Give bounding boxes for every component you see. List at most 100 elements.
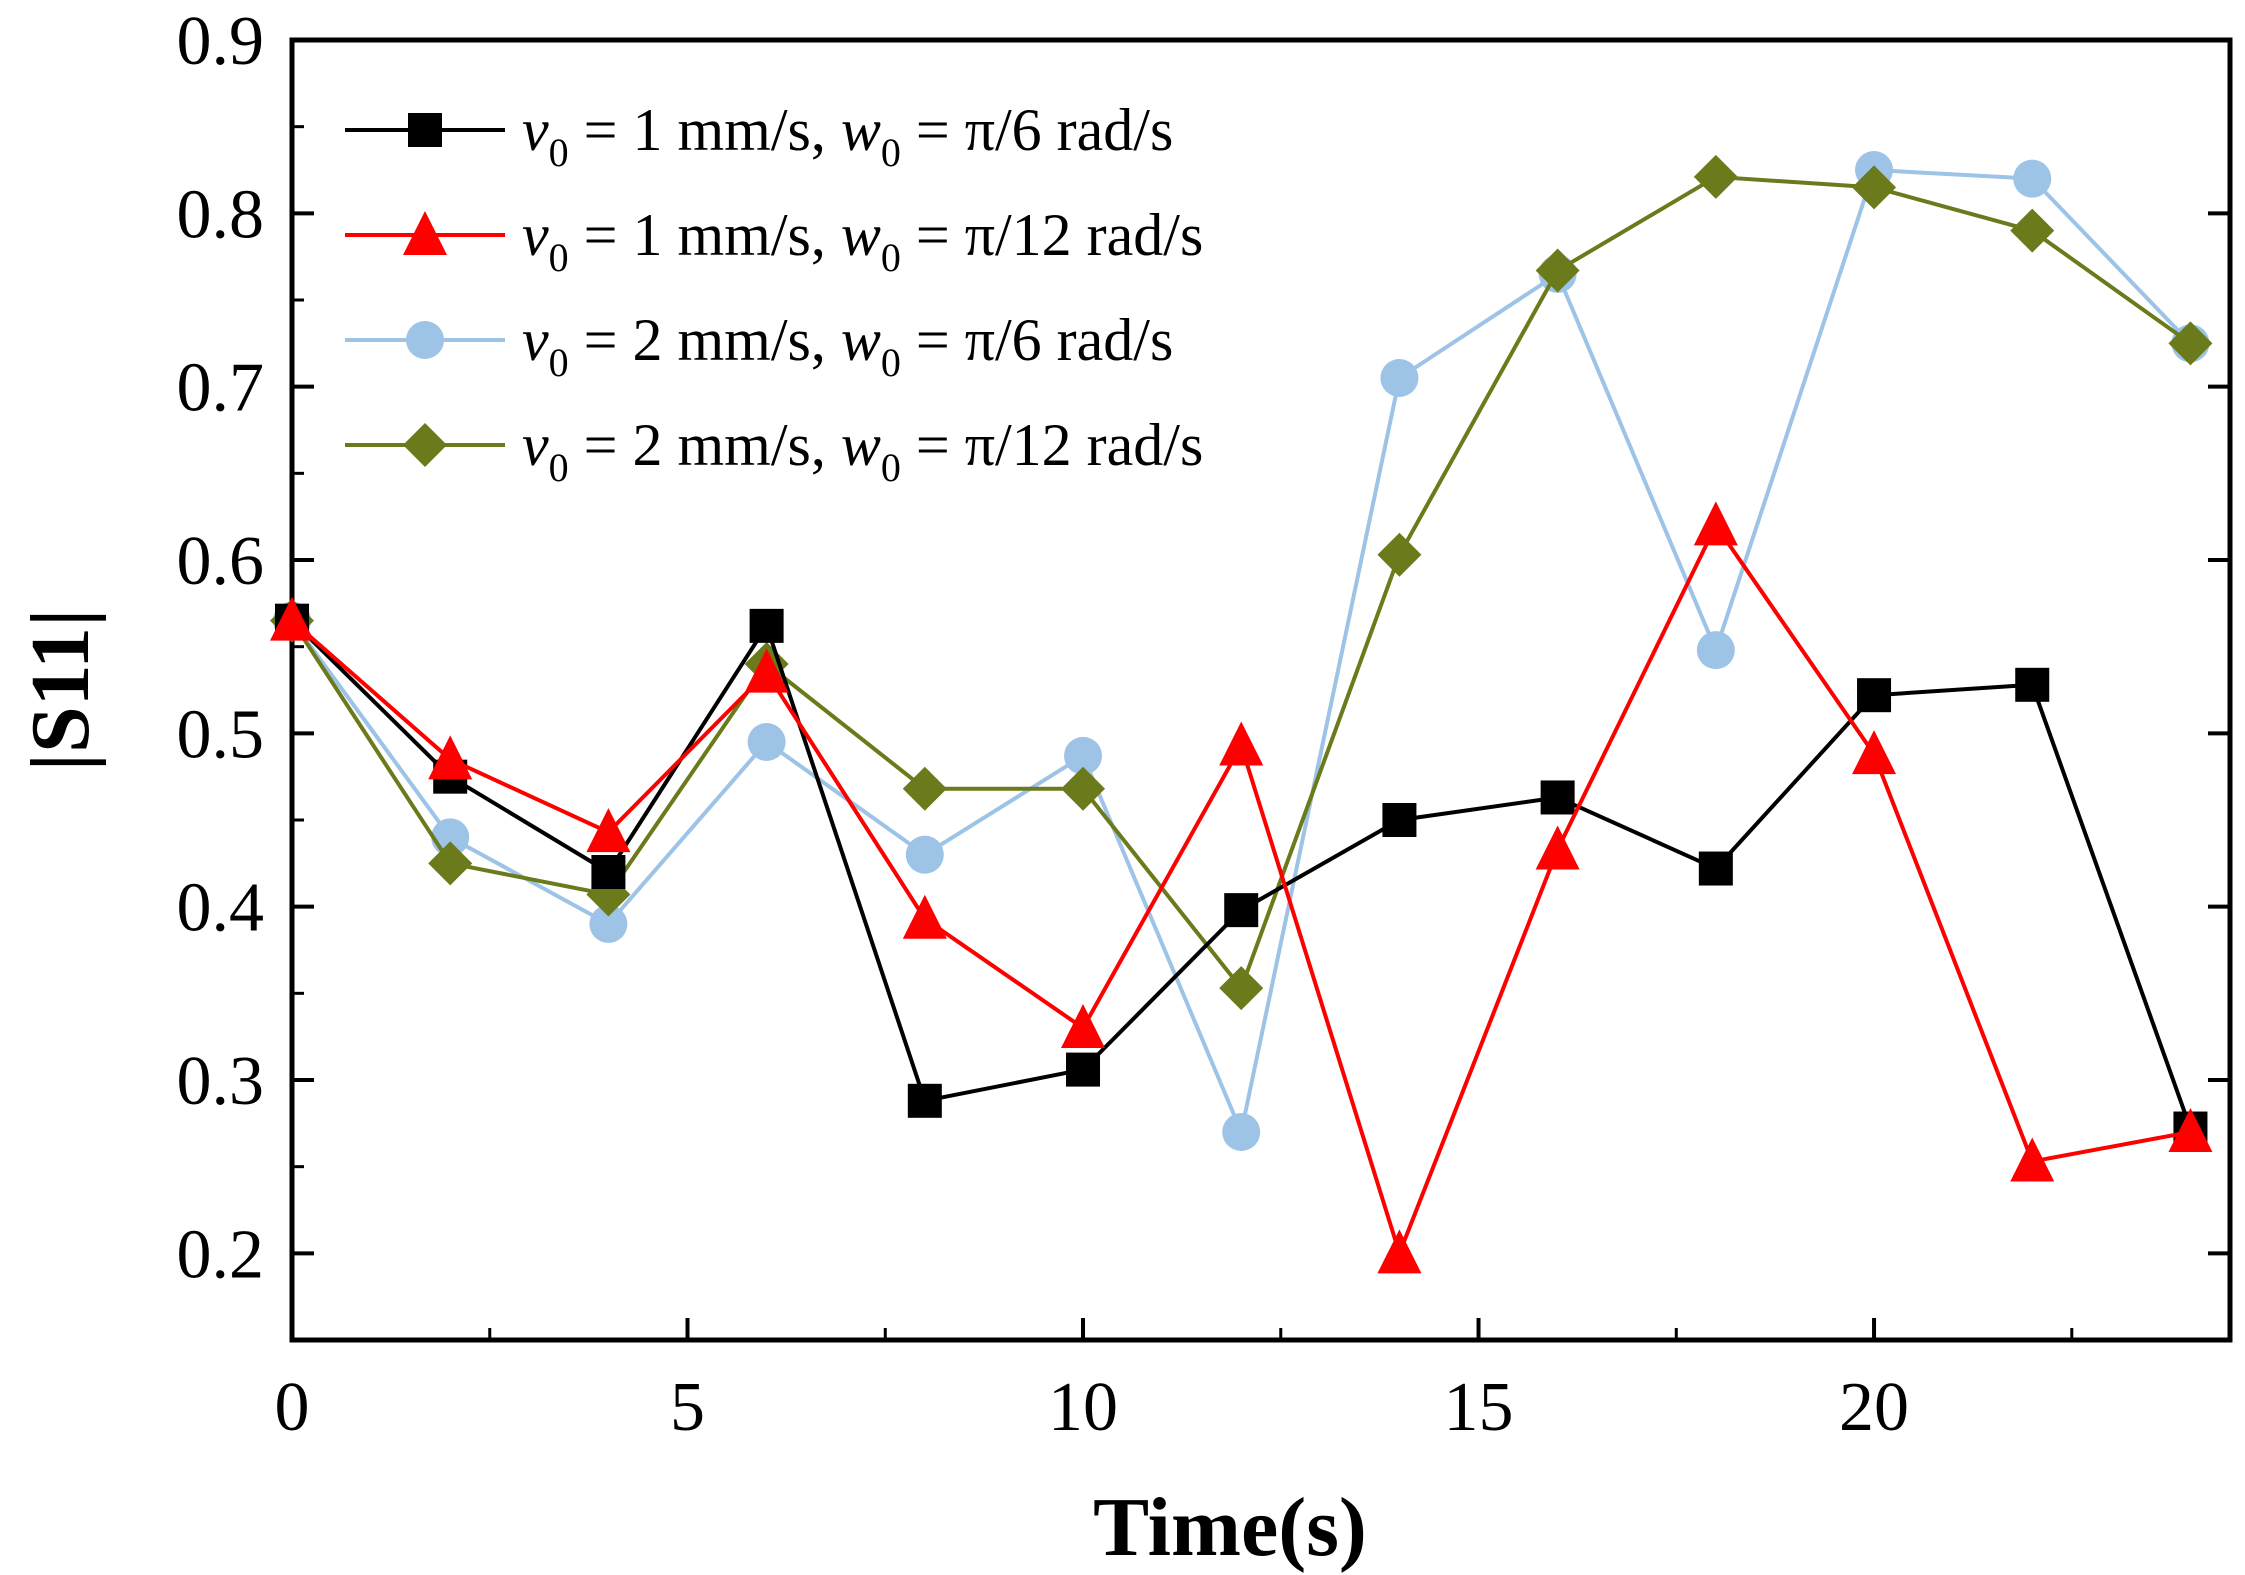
legend-label-part: w <box>841 202 881 268</box>
x-tick-label: 20 <box>1839 1369 1909 1446</box>
legend-label: v0 = 1 mm/s, w0 = π/6 rad/s <box>522 97 1173 175</box>
legend-label-part: = 1 mm/s, <box>569 202 841 268</box>
axis-ticks <box>290 38 2230 1340</box>
data-point <box>744 648 789 693</box>
legend-label-part: = 2 mm/s, <box>569 412 841 478</box>
series-line <box>290 174 2192 991</box>
legend-label-part: 0 <box>549 340 569 385</box>
data-point <box>2168 1108 2213 1152</box>
data-point <box>1693 501 1738 546</box>
data-point <box>1693 154 1738 199</box>
data-point <box>902 766 947 811</box>
data-point <box>270 596 314 641</box>
data-point <box>1224 893 1259 928</box>
legend-swatch-marker <box>408 113 442 147</box>
data-point <box>1064 736 1103 775</box>
data-point <box>907 1083 942 1118</box>
y-tick-label: 0.5 <box>177 696 265 773</box>
tick-labels: 0 5 10 15 20 0.2 0.3 0.4 0.5 0.6 0.7 0.8 0.9 <box>177 3 1910 1446</box>
y-tick-label: 0.9 <box>177 3 265 80</box>
data-point <box>1857 678 1892 713</box>
data-point <box>1219 721 1264 766</box>
legend-item-2: v0 = 1 mm/s, w0 = π/12 rad/s <box>345 202 1203 280</box>
data-point <box>591 855 626 889</box>
x-tick-label: 5 <box>670 1369 705 1446</box>
data-point <box>1382 803 1417 837</box>
y-tick-label: 0.6 <box>177 523 265 600</box>
data-point <box>905 835 944 874</box>
legend-label: v0 = 2 mm/s, w0 = π/6 rad/s <box>522 307 1173 385</box>
data-point <box>586 808 631 853</box>
series-2 <box>270 501 2213 1274</box>
series-layer <box>270 151 2213 1274</box>
data-point <box>1696 631 1735 670</box>
data-point <box>2013 159 2052 198</box>
x-tick-label: 15 <box>1444 1369 1514 1446</box>
data-point <box>1535 248 1580 293</box>
legend-label-part: v <box>522 412 549 478</box>
legend-label-part: v <box>522 202 549 268</box>
x-tick-label: 0 <box>275 1369 310 1446</box>
legend-label-part: = 1 mm/s, <box>569 97 841 163</box>
data-point <box>1061 766 1106 811</box>
y-tick-label: 0.8 <box>177 176 265 253</box>
y-axis-title: |S11| <box>14 608 107 771</box>
series-line <box>290 619 2193 1130</box>
legend-label-part: 0 <box>549 130 569 175</box>
data-point <box>1852 730 1897 775</box>
legend-swatch-marker <box>403 423 447 467</box>
data-point <box>1222 1113 1261 1151</box>
data-point <box>2015 667 2050 702</box>
legend-label-part: = π/12 rad/s <box>901 202 1203 268</box>
y-tick-label: 0.7 <box>177 350 265 427</box>
data-point <box>1540 780 1575 815</box>
data-point <box>747 723 786 761</box>
plot-frame <box>289 37 2233 1343</box>
y-tick-label: 0.4 <box>177 870 265 947</box>
data-point <box>2168 321 2213 366</box>
data-point <box>749 608 784 643</box>
data-point <box>1377 1229 1422 1274</box>
legend-label-part: = π/12 rad/s <box>901 412 1203 478</box>
legend-swatch-marker <box>406 321 444 359</box>
legend-item-3: v0 = 2 mm/s, w0 = π/6 rad/s <box>345 307 1173 385</box>
x-tick-label: 10 <box>1048 1369 1118 1446</box>
x-axis-title: Time(s) <box>1093 1481 1367 1574</box>
data-point <box>1061 1004 1106 1048</box>
legend: v0 = 1 mm/s, w0 = π/6 rad/sv0 = 1 mm/s, … <box>345 97 1203 490</box>
legend-label-part: w <box>841 412 881 478</box>
legend-label-part: 0 <box>881 445 901 490</box>
data-point <box>1219 966 1264 1011</box>
data-point <box>2010 208 2055 253</box>
data-point <box>1066 1052 1101 1087</box>
data-point <box>1380 359 1419 397</box>
legend-label-part: = π/6 rad/s <box>901 97 1173 163</box>
legend-label-part: 0 <box>881 130 901 175</box>
series-1 <box>275 603 2208 1146</box>
legend-label-part: 0 <box>549 235 569 280</box>
legend-label-part: 0 <box>549 445 569 490</box>
legend-label-part: v <box>522 307 549 373</box>
legend-label-part: w <box>841 97 881 163</box>
legend-item-4: v0 = 2 mm/s, w0 = π/12 rad/s <box>345 412 1203 490</box>
data-point <box>1535 825 1580 870</box>
legend-label-part: 0 <box>881 235 901 280</box>
data-point <box>1698 851 1733 886</box>
data-point <box>1852 165 1897 210</box>
legend-label-part: v <box>522 97 549 163</box>
legend-label-part: 0 <box>881 340 901 385</box>
data-point <box>428 841 473 886</box>
legend-label-part: = π/6 rad/s <box>901 307 1173 373</box>
legend-label-part: = 2 mm/s, <box>569 307 841 373</box>
y-tick-label: 0.3 <box>177 1043 265 1120</box>
legend-label-part: w <box>841 307 881 373</box>
data-point <box>428 735 473 780</box>
legend-item-1: v0 = 1 mm/s, w0 = π/6 rad/s <box>345 97 1173 175</box>
data-point <box>1377 532 1422 577</box>
series-4 <box>270 154 2213 1011</box>
y-tick-label: 0.2 <box>177 1216 265 1293</box>
data-point <box>902 894 947 939</box>
legend-label: v0 = 2 mm/s, w0 = π/12 rad/s <box>522 412 1203 490</box>
data-point <box>2010 1137 2055 1182</box>
